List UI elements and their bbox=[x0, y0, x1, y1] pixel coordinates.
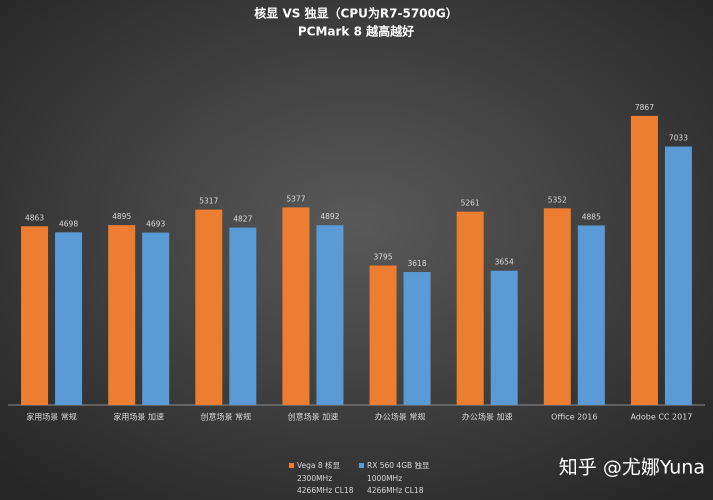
data-label: 5261 bbox=[461, 199, 480, 208]
legend-swatch bbox=[289, 463, 294, 468]
x-tick-label: 办公场景 加速 bbox=[462, 412, 513, 422]
data-label: 4895 bbox=[112, 212, 131, 221]
bar bbox=[403, 272, 431, 405]
data-label: 4698 bbox=[59, 219, 78, 228]
data-label: 3618 bbox=[408, 259, 427, 268]
x-tick-label: Adobe CC 2017 bbox=[630, 413, 692, 422]
bar bbox=[195, 209, 223, 405]
bar bbox=[55, 232, 83, 405]
legend-label: Vega 8 核显 bbox=[297, 460, 341, 470]
x-tick-label: 创意场景 加速 bbox=[288, 412, 339, 422]
chart-title: 核显 VS 独显（CPU为R7-5700G） bbox=[254, 6, 457, 21]
data-label: 4892 bbox=[320, 212, 339, 221]
legend-detail: 1000MHz bbox=[367, 474, 402, 483]
bar bbox=[229, 227, 257, 405]
bar bbox=[316, 225, 344, 405]
bar bbox=[543, 208, 571, 405]
legend-detail: 4266MHz CL18 bbox=[367, 486, 424, 495]
data-label: 5352 bbox=[548, 195, 567, 204]
x-tick-label: 家用场景 加速 bbox=[113, 412, 164, 422]
watermark: 知乎 @尤娜Yuna bbox=[559, 457, 705, 479]
data-label: 7867 bbox=[635, 103, 654, 112]
data-label: 4885 bbox=[582, 212, 601, 221]
bar bbox=[664, 146, 692, 406]
data-label: 5317 bbox=[199, 197, 218, 206]
chart-subtitle: PCMark 8 越高越好 bbox=[298, 24, 414, 39]
data-label: 4863 bbox=[25, 213, 44, 222]
bar bbox=[577, 225, 605, 405]
bar bbox=[490, 270, 518, 405]
bar bbox=[282, 207, 310, 405]
data-label: 5377 bbox=[286, 194, 305, 203]
bar bbox=[630, 115, 658, 405]
legend-swatch bbox=[359, 463, 364, 468]
bar bbox=[456, 211, 484, 405]
x-tick-label: Office 2016 bbox=[551, 413, 597, 422]
data-label: 4827 bbox=[233, 215, 252, 224]
data-label: 3795 bbox=[374, 253, 393, 262]
x-tick-label: 办公场景 常规 bbox=[375, 412, 426, 422]
bar bbox=[108, 225, 136, 405]
legend-detail: 4266MHz CL18 bbox=[297, 486, 354, 495]
legend-label: RX 560 4GB 独显 bbox=[367, 460, 430, 470]
data-label: 4693 bbox=[146, 220, 165, 229]
data-label: 7033 bbox=[669, 134, 688, 143]
bar bbox=[369, 265, 397, 405]
x-tick-label: 创意场景 常规 bbox=[201, 412, 252, 422]
legend-detail: 2300MHz bbox=[297, 474, 332, 483]
bar bbox=[21, 226, 49, 405]
x-tick-label: 家用场景 常规 bbox=[26, 412, 77, 422]
data-label: 3654 bbox=[495, 258, 514, 267]
bar bbox=[142, 232, 170, 405]
